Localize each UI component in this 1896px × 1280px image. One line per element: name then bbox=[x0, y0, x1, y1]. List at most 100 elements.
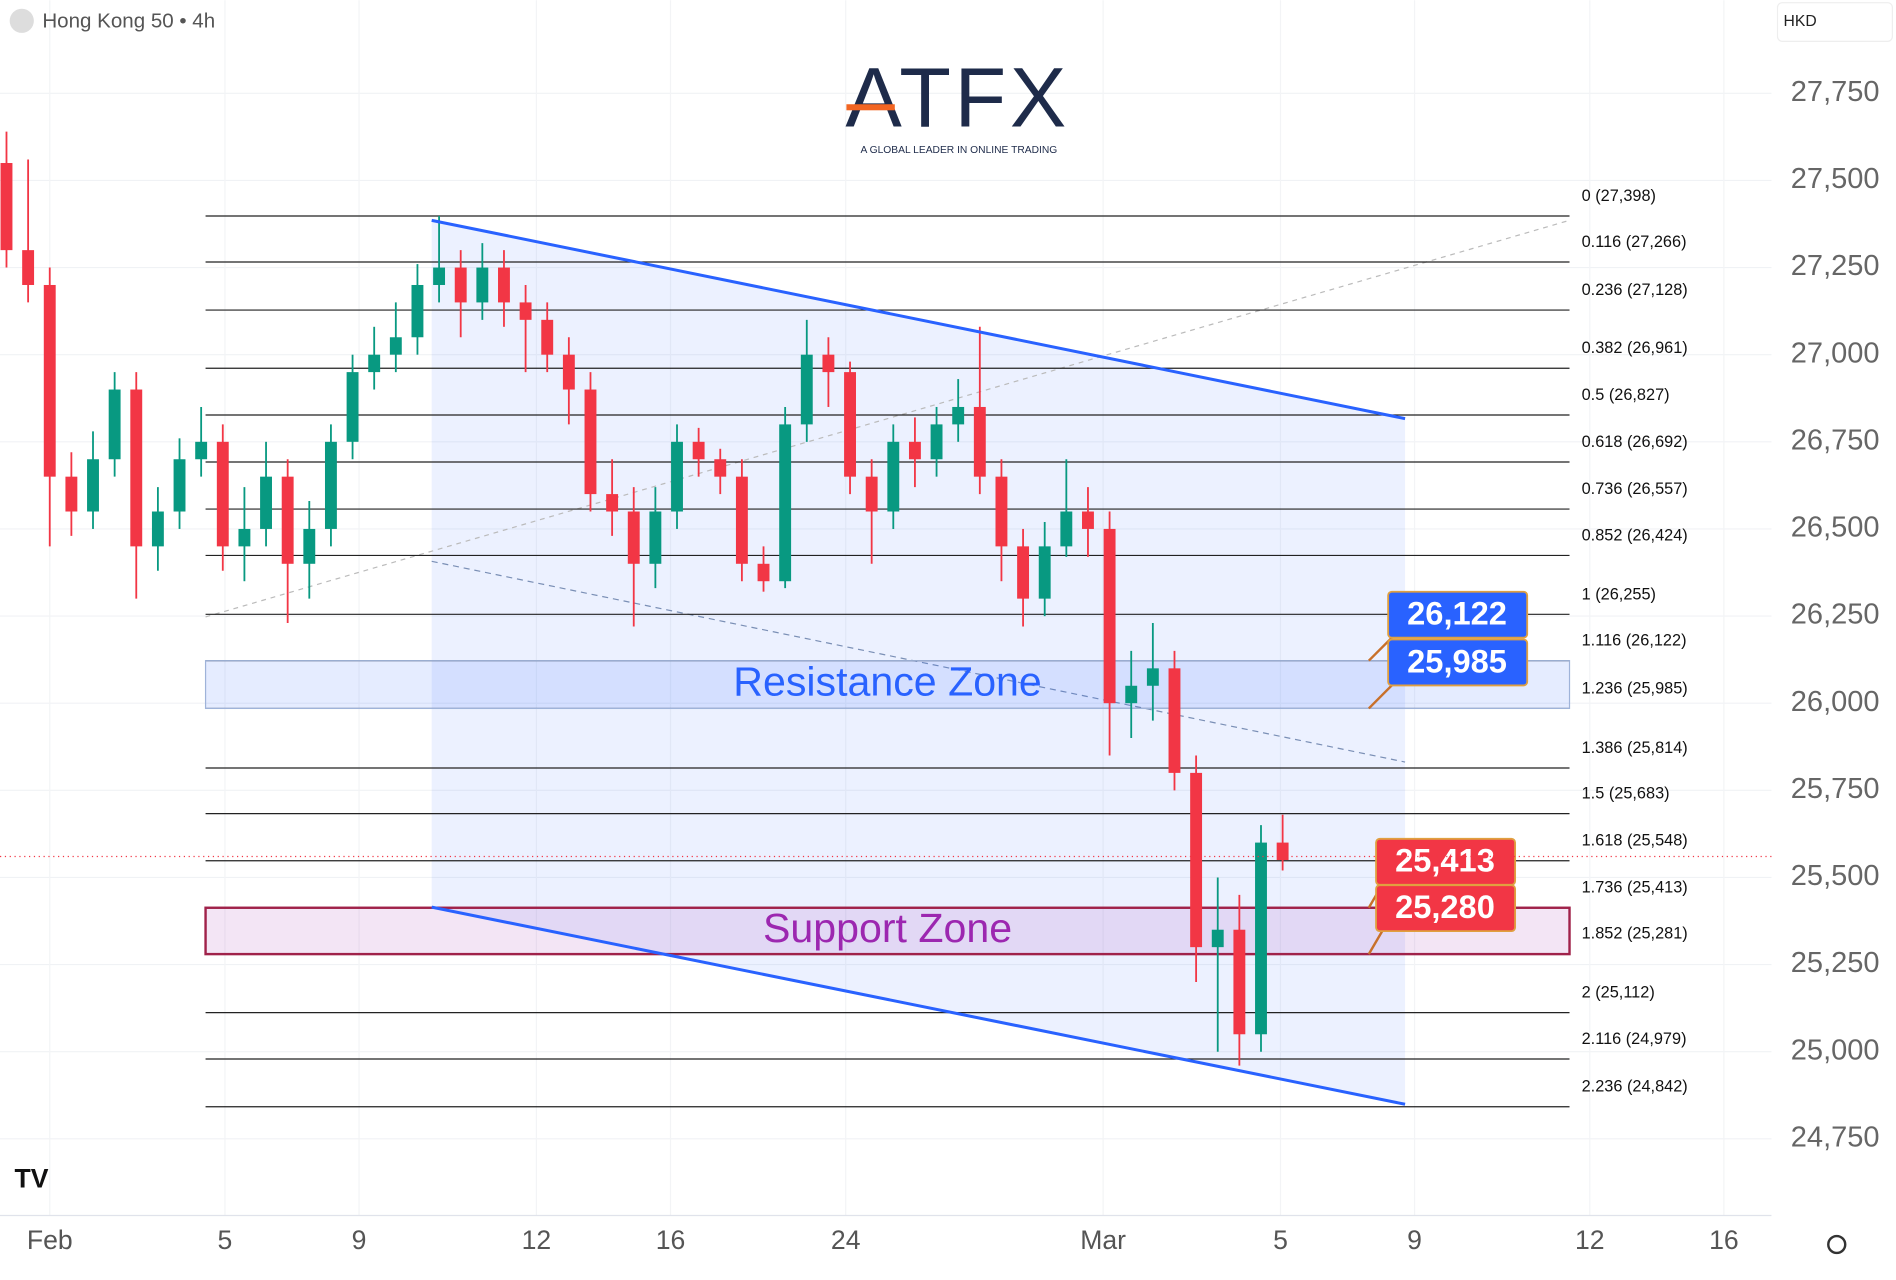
candle-body bbox=[324, 441, 337, 529]
candle-body bbox=[844, 372, 856, 477]
tv-logo: TV bbox=[15, 1163, 49, 1193]
y-tick-label: 25,750 bbox=[1791, 773, 1880, 805]
fib-label: 1.618 (25,548) bbox=[1582, 832, 1688, 850]
candle-body bbox=[173, 459, 186, 512]
candle-body bbox=[1233, 929, 1246, 1035]
zone-label: Support Zone bbox=[763, 905, 1012, 951]
candle-body bbox=[606, 494, 619, 512]
candle-body bbox=[281, 476, 294, 564]
y-tick-label: 24,750 bbox=[1791, 1121, 1880, 1153]
currency-box bbox=[1776, 2, 1893, 42]
y-tick-label: 27,000 bbox=[1791, 337, 1880, 369]
y-tick-label: 27,750 bbox=[1791, 76, 1880, 108]
price-labels: 26,122 25,985 25,413 25,280 bbox=[1367, 590, 1529, 955]
fib-label: 0.852 (26,424) bbox=[1582, 526, 1688, 544]
candle-body bbox=[260, 476, 272, 529]
candle-body bbox=[433, 267, 446, 285]
y-tick-label: 26,500 bbox=[1791, 512, 1880, 544]
candle-body bbox=[1017, 546, 1030, 599]
candle-body bbox=[1082, 511, 1094, 529]
candle-body bbox=[822, 354, 835, 373]
y-tick-label: 26,250 bbox=[1791, 599, 1880, 631]
candle-body bbox=[411, 284, 424, 338]
candle-body bbox=[757, 563, 770, 582]
channel-upper bbox=[431, 218, 1406, 421]
channel-lower bbox=[431, 905, 1406, 1106]
settings-icon[interactable] bbox=[1827, 1234, 1847, 1255]
zone bbox=[204, 660, 1571, 710]
candle-body bbox=[779, 424, 792, 582]
candle-body bbox=[1060, 511, 1073, 547]
fib-label: 1.236 (25,985) bbox=[1582, 679, 1688, 697]
fib-label: 1.5 (25,683) bbox=[1582, 785, 1670, 803]
x-tick-label: Feb bbox=[27, 1225, 73, 1255]
fib-label: 0 (27,398) bbox=[1582, 187, 1656, 205]
candle-body bbox=[584, 389, 597, 495]
x-tick-label: 9 bbox=[352, 1225, 367, 1255]
candle-body bbox=[800, 354, 813, 425]
symbol: Hong Kong 50 • 4h bbox=[42, 9, 215, 32]
channel-fill bbox=[431, 220, 1406, 1105]
y-tick-label: 25,250 bbox=[1791, 947, 1880, 979]
candle-body bbox=[368, 354, 381, 373]
x-tick-label: 16 bbox=[1709, 1225, 1739, 1255]
price-box bbox=[1375, 884, 1517, 933]
fib-label: 2.236 (24,842) bbox=[1582, 1078, 1688, 1096]
channel-mid bbox=[431, 560, 1406, 763]
candle-body bbox=[346, 372, 359, 442]
candle-body bbox=[0, 163, 13, 251]
price-text: 25,280 bbox=[1395, 888, 1495, 925]
candle-body bbox=[973, 406, 986, 477]
currency: HKD bbox=[1784, 13, 1817, 30]
zone-label: Resistance Zone bbox=[733, 658, 1041, 704]
candle-body bbox=[1255, 842, 1267, 1035]
price-box bbox=[1387, 638, 1529, 687]
candle-body bbox=[714, 459, 727, 477]
candle-body bbox=[498, 267, 510, 303]
candle-body bbox=[930, 424, 943, 460]
zones: Resistance Zone Support Zone bbox=[204, 658, 1571, 956]
candle-body bbox=[1168, 668, 1181, 773]
candle-body bbox=[108, 389, 121, 460]
candle-body bbox=[87, 459, 99, 512]
candle-body bbox=[865, 476, 878, 512]
fib-label: 0.618 (26,692) bbox=[1582, 433, 1688, 451]
candle-body bbox=[1146, 668, 1159, 686]
candle-body bbox=[195, 441, 208, 460]
candle-body bbox=[130, 389, 143, 547]
logo-tagline: A GLOBAL LEADER IN ONLINE TRADING bbox=[860, 145, 1057, 156]
candle-body bbox=[1125, 685, 1138, 704]
logo: ATFX bbox=[845, 50, 1070, 145]
x-tick-label: 12 bbox=[522, 1225, 552, 1255]
candle-body bbox=[303, 528, 316, 564]
candle-body bbox=[151, 511, 164, 547]
fib-label: 0.116 (27,266) bbox=[1582, 233, 1687, 251]
candle-body bbox=[1211, 929, 1224, 948]
x-tick-label: 9 bbox=[1407, 1225, 1422, 1255]
candle-body bbox=[1038, 546, 1051, 599]
candle-body bbox=[995, 476, 1008, 547]
fib-label: 1.386 (25,814) bbox=[1582, 739, 1688, 757]
candle-body bbox=[476, 267, 489, 303]
candle-body bbox=[692, 441, 705, 460]
x-tick-label: 16 bbox=[656, 1225, 686, 1255]
logo-accent bbox=[846, 104, 895, 111]
y-tick-label: 25,500 bbox=[1791, 860, 1880, 892]
trend-line bbox=[205, 219, 1570, 618]
candle-body bbox=[216, 441, 229, 547]
x-tick-label: 5 bbox=[218, 1225, 233, 1255]
y-tick-label: 27,250 bbox=[1791, 250, 1880, 282]
candle-body bbox=[1190, 772, 1203, 948]
price-text: 25,413 bbox=[1395, 842, 1495, 879]
candle-body bbox=[735, 476, 748, 564]
x-tick-label: Mar bbox=[1080, 1225, 1126, 1255]
fib-label: 0.236 (27,128) bbox=[1582, 281, 1688, 299]
zone bbox=[204, 906, 1571, 956]
price-text: 25,985 bbox=[1407, 642, 1507, 679]
y-tick-label: 26,000 bbox=[1791, 686, 1880, 718]
candle-body bbox=[519, 302, 532, 320]
candle-body bbox=[952, 406, 965, 425]
fib-label: 0.5 (26,827) bbox=[1582, 386, 1670, 404]
